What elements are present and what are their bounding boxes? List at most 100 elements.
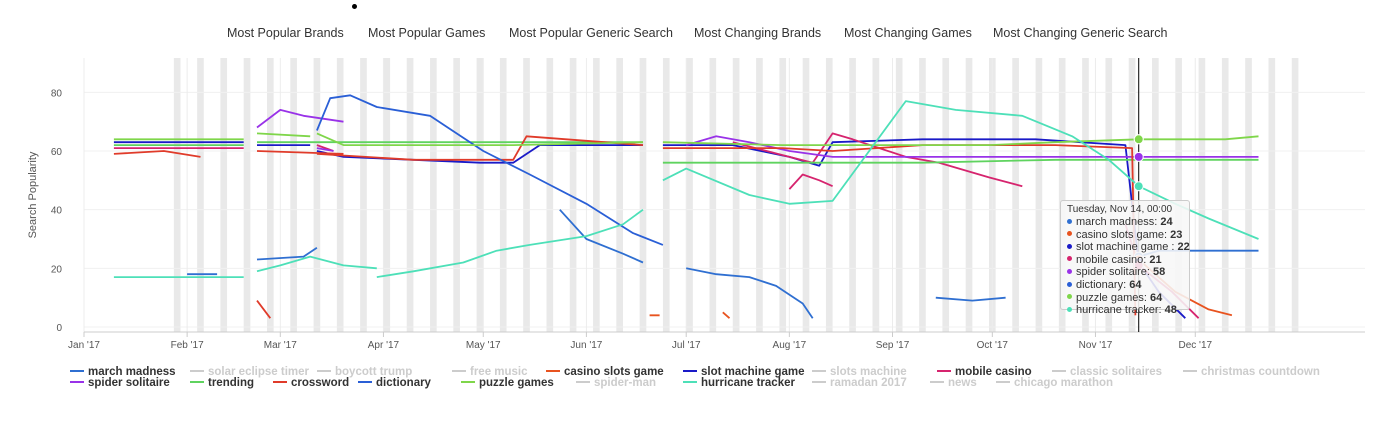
weekend-band xyxy=(1105,58,1113,332)
weekend-band xyxy=(290,58,297,332)
weekend-band xyxy=(1012,58,1019,332)
weekend-band xyxy=(1082,58,1089,332)
weekend-band xyxy=(383,58,391,332)
legend-item-trending[interactable]: trending xyxy=(190,377,254,390)
series-line-trending xyxy=(113,141,1259,164)
legend-item-hurricane-tracker[interactable]: hurricane tracker xyxy=(683,377,795,390)
legend-label: march madness xyxy=(88,366,176,378)
series-line-dictionary xyxy=(316,94,664,246)
tab-most-popular-generic-search[interactable]: Most Popular Generic Search xyxy=(509,26,673,40)
weekend-band xyxy=(919,58,926,332)
legend-item-spider-solitaire[interactable]: spider solitaire xyxy=(70,377,170,390)
legend-label: hurricane tracker xyxy=(701,377,795,389)
weekend-band xyxy=(430,58,437,332)
series-line-crossword xyxy=(113,135,1137,319)
legend-item-march-madness[interactable]: march madness xyxy=(70,366,176,379)
legend-label: ramadan 2017 xyxy=(830,377,907,389)
legend-item-ramadan-2017[interactable]: ramadan 2017 xyxy=(812,377,907,390)
tooltip-value: 64 xyxy=(1149,291,1163,304)
tooltip-bullet xyxy=(1067,231,1072,237)
weekend-band xyxy=(546,58,554,332)
legend-symbol xyxy=(358,380,372,383)
legend-item-solar-eclipse-timer[interactable]: solar eclipse timer xyxy=(190,366,309,379)
legend-label: slot machine game xyxy=(701,366,805,378)
tooltip-bullet xyxy=(1067,268,1072,274)
tab-most-popular-brands[interactable]: Most Popular Brands xyxy=(227,26,344,40)
legend-symbol xyxy=(1183,369,1197,372)
legend-label: solar eclipse timer xyxy=(208,366,309,378)
series-line-hurricane-tracker xyxy=(113,100,1259,278)
chart-tooltip: Tuesday, Nov 14, 00:00 march madness: 24… xyxy=(1060,200,1190,316)
legend-item-slots-machine[interactable]: slots machine xyxy=(812,366,907,379)
legend-label: classic solitaires xyxy=(1070,366,1163,378)
chart-legend: march madness solar eclipse timer boycott … xyxy=(0,366,1385,396)
legend-item-slot-machine-game[interactable]: slot machine game xyxy=(683,366,805,379)
cursor-dot xyxy=(352,4,357,9)
legend-item-christmas-countdown[interactable]: christmas countdown xyxy=(1183,366,1320,379)
tooltip-bullet xyxy=(1067,294,1072,300)
legend-symbol xyxy=(576,380,590,383)
weekend-band xyxy=(313,58,321,332)
weekend-band xyxy=(220,58,228,332)
weekend-band xyxy=(686,58,693,332)
x-tick-label: Feb '17 xyxy=(171,340,204,351)
legend-label: mobile casino xyxy=(955,366,1032,378)
legend-item-classic-solitaires[interactable]: classic solitaires xyxy=(1052,366,1162,379)
weekend-band xyxy=(872,58,880,332)
tooltip-row: puzzle games: 64 xyxy=(1067,292,1183,305)
legend-symbol xyxy=(461,380,475,383)
legend-item-chicago-marathon[interactable]: chicago marathon xyxy=(996,377,1113,390)
tooltip-row: march madness: 24 xyxy=(1067,216,1183,229)
legend-symbol xyxy=(70,380,84,383)
legend-item-news[interactable]: news xyxy=(930,377,977,390)
tooltip-row: spider solitaire: 58 xyxy=(1067,266,1183,279)
weekend-band xyxy=(779,58,787,332)
tooltip-value: 24 xyxy=(1160,216,1173,228)
tab-most-changing-generic-search[interactable]: Most Changing Generic Search xyxy=(993,26,1168,40)
x-tick-label: Apr '17 xyxy=(368,340,400,351)
legend-item-boycott-trump[interactable]: boycott trump xyxy=(317,366,412,379)
weekend-band xyxy=(895,58,903,332)
tooltip-row: slot machine game : 22 xyxy=(1067,241,1190,254)
legend-symbol xyxy=(190,380,204,383)
weekend-band xyxy=(476,58,484,332)
legend-item-dictionary[interactable]: dictionary xyxy=(358,377,431,390)
weekend-band xyxy=(1245,58,1252,332)
legend-label: crossword xyxy=(291,377,350,389)
tab-most-popular-games[interactable]: Most Popular Games xyxy=(368,26,486,40)
legend-label: spider-man xyxy=(594,377,656,389)
crosshair-marker xyxy=(1133,181,1144,192)
legend-item-casino-slots-game[interactable]: casino slots game xyxy=(546,366,664,379)
legend-symbol xyxy=(546,369,560,372)
legend-symbol xyxy=(1052,369,1066,372)
weekend-band xyxy=(756,58,763,332)
tooltip-series-name: march madness: xyxy=(1076,216,1161,228)
tab-most-changing-games[interactable]: Most Changing Games xyxy=(844,26,972,40)
tab-most-changing-brands[interactable]: Most Changing Brands xyxy=(694,26,822,40)
weekend-band xyxy=(1198,58,1206,332)
series-lines xyxy=(113,94,1259,319)
y-tick-label: 80 xyxy=(51,88,63,99)
legend-symbol xyxy=(996,380,1010,383)
weekend-band xyxy=(616,58,624,332)
legend-label: spider solitaire xyxy=(88,377,170,389)
tooltip-bullet xyxy=(1067,256,1072,262)
weekend-band xyxy=(453,58,460,332)
weekend-band xyxy=(1035,58,1043,332)
tooltip-bullet xyxy=(1067,243,1072,249)
series-line-mobile-casino xyxy=(113,132,1200,319)
legend-item-crossword[interactable]: crossword xyxy=(273,377,349,390)
weekend-band xyxy=(1268,58,1276,332)
weekend-band xyxy=(709,58,717,332)
weekend-band xyxy=(197,58,204,332)
axes: 0 20 40 60 80 Jan '17 Feb '17 Mar '17 Apr '17 May… xyxy=(27,88,1365,351)
tooltip-title: Tuesday, Nov 14, 00:00 xyxy=(1067,204,1173,215)
tooltip-series-name: slot machine game : xyxy=(1076,241,1178,254)
legend-item-puzzle-games[interactable]: puzzle games xyxy=(461,377,554,390)
search-popularity-chart[interactable]: 0 20 40 60 80 Jan '17 Feb '17 Mar '17 Apr '17 May… xyxy=(0,50,1385,360)
legend-symbol xyxy=(273,380,287,383)
legend-item-spider-man[interactable]: spider-man xyxy=(576,377,656,390)
legend-item-mobile-casino[interactable]: mobile casino xyxy=(937,366,1032,379)
weekend-band xyxy=(499,58,507,332)
legend-item-free-music[interactable]: free music xyxy=(452,366,528,379)
